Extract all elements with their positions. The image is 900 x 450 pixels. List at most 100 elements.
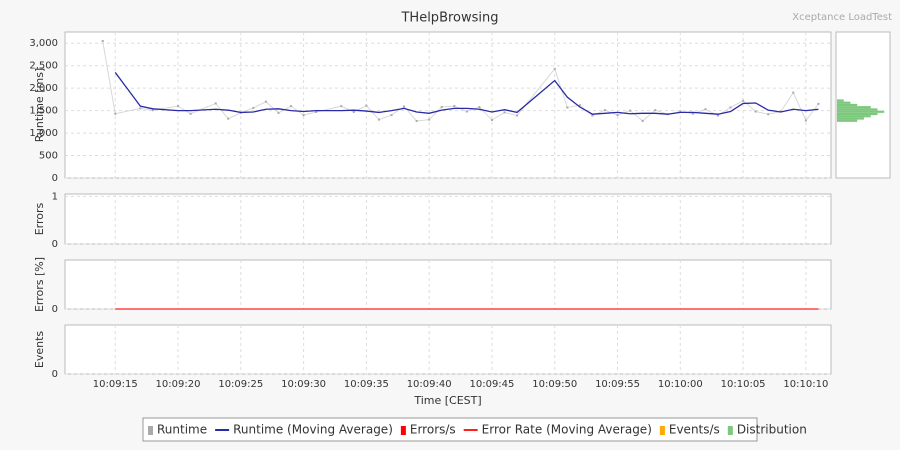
runtime-point (516, 114, 519, 117)
runtime-point (390, 114, 393, 117)
y-axis-label: Events (33, 331, 46, 369)
x-tick-label: 10:10:00 (658, 379, 703, 390)
y-tick-label: 1,500 (29, 106, 58, 117)
runtime-point (290, 105, 293, 108)
legend-label: Runtime (Moving Average) (233, 423, 393, 437)
y-tick-label: 0 (52, 173, 58, 184)
runtime-point (742, 99, 745, 102)
distribution-bar (837, 106, 871, 109)
runtime-point (139, 107, 142, 110)
runtime-point (453, 105, 456, 108)
distribution-bar (837, 117, 864, 120)
distribution-bar (837, 112, 878, 116)
y-tick-label: 0 (52, 369, 58, 380)
watermark: Xceptance LoadTest (792, 12, 892, 23)
distribution-bar (837, 110, 885, 113)
y-tick-label: 0 (52, 304, 58, 315)
y-tick-label: 1 (52, 191, 58, 202)
distribution-bar (837, 101, 851, 104)
runtime-point (767, 113, 770, 116)
runtime-point (403, 105, 406, 108)
y-tick-label: 2,500 (29, 61, 58, 72)
runtime-point (503, 111, 506, 114)
y-tick-label: 1,000 (29, 128, 58, 139)
runtime-point (578, 104, 581, 107)
runtime-point (754, 110, 757, 113)
x-tick-label: 10:09:40 (407, 379, 452, 390)
legend-swatch (400, 426, 406, 435)
runtime-point (352, 110, 355, 113)
runtime-point (591, 114, 594, 117)
legend-swatch (148, 426, 153, 435)
legend-label: Distribution (737, 423, 807, 437)
runtime-point (114, 112, 117, 115)
x-tick-label: 10:09:55 (595, 379, 640, 390)
legend-box (142, 417, 758, 442)
distribution-bar (837, 119, 858, 122)
x-tick-label: 10:10:05 (721, 379, 766, 390)
y-axis-label: Errors (33, 202, 46, 235)
runtime-point (490, 119, 493, 122)
x-tick-label: 10:09:35 (344, 379, 389, 390)
distribution-bar (837, 99, 844, 102)
runtime-point (302, 114, 305, 117)
runtime-point (729, 106, 732, 109)
x-tick-label: 10:09:50 (532, 379, 577, 390)
runtime-point (315, 110, 318, 113)
plot-area (64, 193, 832, 245)
runtime-point (804, 119, 807, 122)
runtime-point (679, 110, 682, 113)
runtime-point (641, 119, 644, 122)
runtime-point (252, 106, 255, 109)
legend-label: Runtime (157, 423, 207, 437)
y-tick-label: 0 (52, 239, 58, 250)
runtime-point (553, 67, 556, 70)
runtime-point (792, 91, 795, 94)
y-axis-label: Errors [%] (33, 257, 46, 312)
series-line (114, 72, 819, 115)
runtime-point (214, 102, 217, 105)
runtime-point (691, 112, 694, 115)
y-axis-label: Runtime [ms] (33, 68, 46, 142)
runtime-point (177, 105, 180, 108)
x-tick-label: 10:09:20 (156, 379, 201, 390)
runtime-point (151, 109, 154, 112)
x-tick-label: 10:09:15 (93, 379, 138, 390)
runtime-point (566, 106, 569, 109)
runtime-point (415, 119, 418, 122)
x-axis-label: Time [CEST] (413, 394, 481, 407)
runtime-point (428, 118, 431, 121)
distribution-bar (837, 115, 871, 118)
plot-area (64, 259, 832, 310)
legend-label: Events/s (669, 423, 720, 437)
runtime-point (478, 106, 481, 109)
x-tick-label: 10:10:10 (783, 379, 828, 390)
runtime-point (465, 110, 468, 113)
x-tick-label: 10:09:25 (218, 379, 263, 390)
plot-area (64, 324, 832, 375)
runtime-point (264, 100, 267, 103)
runtime-point (377, 118, 380, 121)
y-tick-label: 500 (39, 151, 58, 162)
legend-label: Error Rate (Moving Average) (482, 423, 652, 437)
y-tick-label: 3,000 (29, 38, 58, 49)
runtime-point (616, 114, 619, 117)
distribution-bar (837, 108, 878, 111)
runtime-point (189, 112, 192, 115)
plot-area (64, 31, 832, 179)
runtime-point (440, 106, 443, 109)
runtime-point (654, 109, 657, 112)
legend-label: Errors/s (410, 423, 456, 437)
runtime-point (629, 109, 632, 112)
runtime-point (817, 102, 820, 105)
runtime-point (101, 39, 104, 42)
legend-swatch (659, 426, 665, 435)
chart-title: THelpBrowsing (400, 11, 498, 26)
runtime-point (277, 111, 280, 114)
y-tick-label: 2,000 (29, 83, 58, 94)
x-tick-label: 10:09:45 (469, 379, 514, 390)
runtime-point (704, 108, 707, 111)
runtime-point (365, 104, 368, 107)
runtime-point (716, 114, 719, 117)
